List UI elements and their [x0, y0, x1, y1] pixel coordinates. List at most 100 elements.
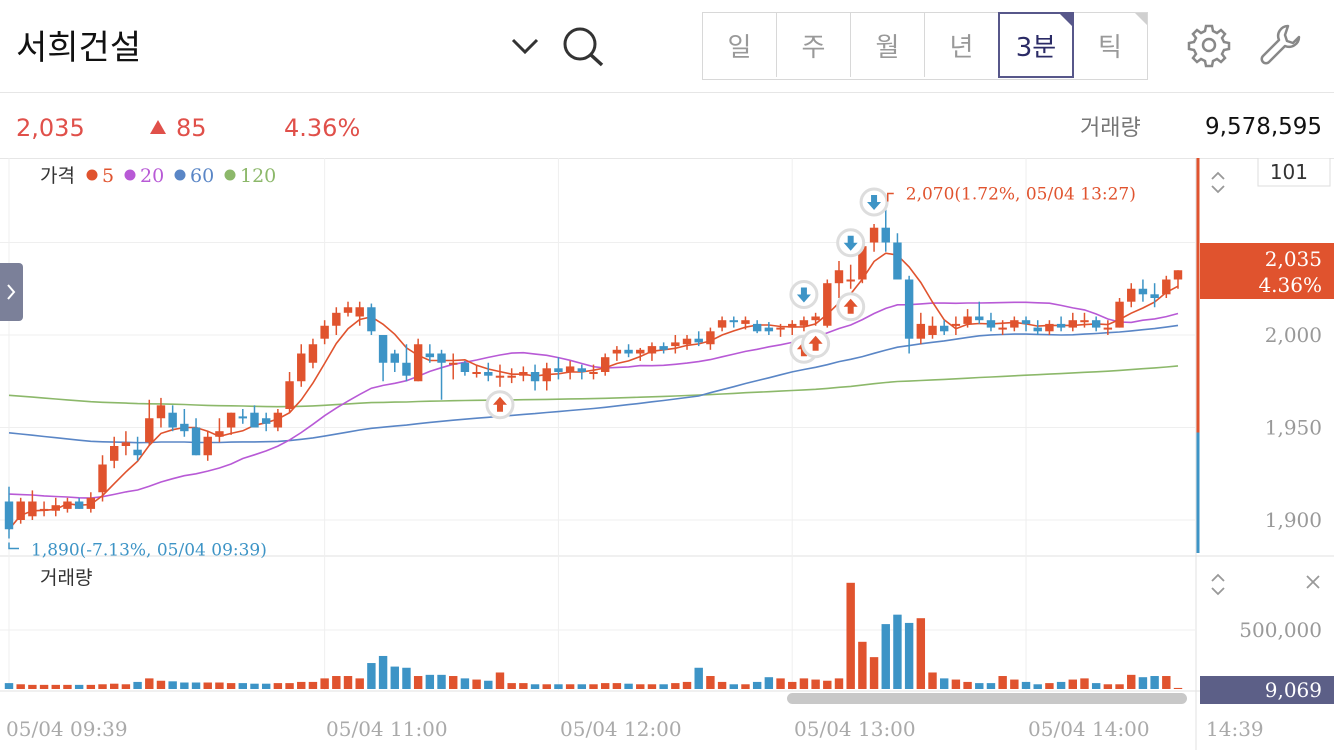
candle: [764, 322, 774, 335]
volume-bar: [425, 674, 435, 689]
candle: [226, 412, 236, 435]
candle-body: [484, 372, 493, 376]
candle: [811, 312, 820, 326]
tab-year[interactable]: 년: [925, 13, 999, 77]
x-tick-label: 05/04 14:00: [1028, 717, 1150, 741]
candle: [717, 316, 727, 332]
volume-bar: [378, 655, 388, 689]
candle: [110, 436, 119, 469]
candle-body: [145, 418, 154, 443]
candle-body: [191, 427, 201, 456]
candle-body: [939, 325, 949, 332]
volume-bar: [460, 678, 470, 689]
candle: [16, 497, 25, 524]
candle-body: [495, 375, 505, 378]
gear-icon[interactable]: [1186, 22, 1232, 68]
candle: [413, 338, 423, 382]
signal-arrow: [843, 235, 858, 251]
quote-row: 2,035 85 4.36% 거래량 9,578,595: [0, 92, 1334, 159]
candle: [51, 497, 60, 517]
volume-bar: [776, 678, 785, 689]
candle: [577, 364, 587, 380]
candle: [437, 349, 446, 400]
candle: [939, 320, 949, 335]
candle: [741, 316, 750, 330]
candle: [682, 335, 692, 350]
volume-bar: [86, 684, 96, 689]
legend-dot: [224, 169, 236, 181]
volume-last-label: 9,069: [1265, 678, 1322, 702]
candle-body: [332, 312, 341, 326]
tab-tick[interactable]: 틱: [1073, 13, 1147, 77]
candle-body: [238, 416, 248, 419]
tab-3min[interactable]: 3분: [998, 12, 1074, 78]
candle-body: [729, 320, 738, 323]
candle-body: [180, 423, 189, 432]
stock-name[interactable]: 서희건설: [16, 28, 142, 68]
candle: [1068, 312, 1077, 332]
candle-body: [1010, 320, 1019, 328]
candle-body: [589, 372, 598, 374]
candle: [63, 497, 72, 513]
candle-body: [168, 412, 177, 428]
candle-body: [285, 381, 294, 409]
close-stroke: [1306, 575, 1320, 589]
tab-week[interactable]: 주: [777, 13, 851, 77]
legend-dot: [86, 169, 98, 181]
volume-bar: [741, 684, 750, 689]
tab-label: 년: [949, 32, 974, 63]
candle-body: [624, 349, 633, 354]
volume-bar: [121, 684, 131, 689]
tab-month[interactable]: 월: [851, 13, 925, 77]
candle-body: [1045, 323, 1054, 332]
volume-bar: [1068, 679, 1077, 689]
wrench-icon[interactable]: [1258, 22, 1304, 68]
volume-bar: [133, 681, 142, 689]
candle-body: [671, 342, 680, 347]
current-price-badge: [1200, 243, 1334, 299]
volume-legend-title: 거래량: [40, 567, 92, 589]
x-tick-label: 05/04 09:39: [6, 717, 128, 741]
volume-bar: [659, 684, 668, 689]
volume-bar: [110, 683, 119, 689]
candle-body: [846, 279, 855, 282]
candle-body: [799, 320, 809, 326]
candle-body: [1115, 301, 1124, 328]
volume-bar: [238, 683, 248, 689]
candle-body: [963, 316, 972, 324]
volume-bar: [1080, 678, 1089, 689]
candle-body: [1103, 327, 1113, 330]
chevron-up: [1211, 573, 1225, 582]
candle: [986, 312, 996, 332]
candle: [133, 436, 142, 461]
volume-bar: [1021, 681, 1031, 689]
tab-label: 월: [875, 32, 900, 63]
chevron-down-icon[interactable]: [508, 30, 542, 60]
candle: [1080, 312, 1089, 328]
volume-bar: [495, 672, 505, 689]
candle: [273, 409, 283, 432]
candle-body: [717, 320, 727, 328]
candle-body: [682, 338, 692, 345]
candle: [145, 399, 154, 446]
candle: [671, 335, 680, 354]
candle: [624, 344, 633, 358]
candle: [28, 490, 37, 520]
candle-body: [203, 436, 212, 456]
candle: [1010, 316, 1019, 332]
candle: [834, 261, 844, 298]
candlestick-series: [4, 205, 1183, 539]
volume-label: 거래량: [1080, 116, 1141, 141]
sidebar-toggle[interactable]: [0, 263, 23, 321]
candle: [963, 309, 972, 328]
current-price: 2,035: [16, 114, 85, 142]
tab-label: 일: [727, 32, 752, 63]
candle-body: [986, 320, 996, 328]
candle: [449, 353, 458, 380]
x-tick-label: 14:39: [1206, 717, 1264, 741]
tab-corner-marker: [1135, 13, 1147, 25]
candle-body: [226, 412, 236, 428]
search-icon[interactable]: [560, 24, 606, 68]
tab-day[interactable]: 일: [703, 13, 777, 77]
